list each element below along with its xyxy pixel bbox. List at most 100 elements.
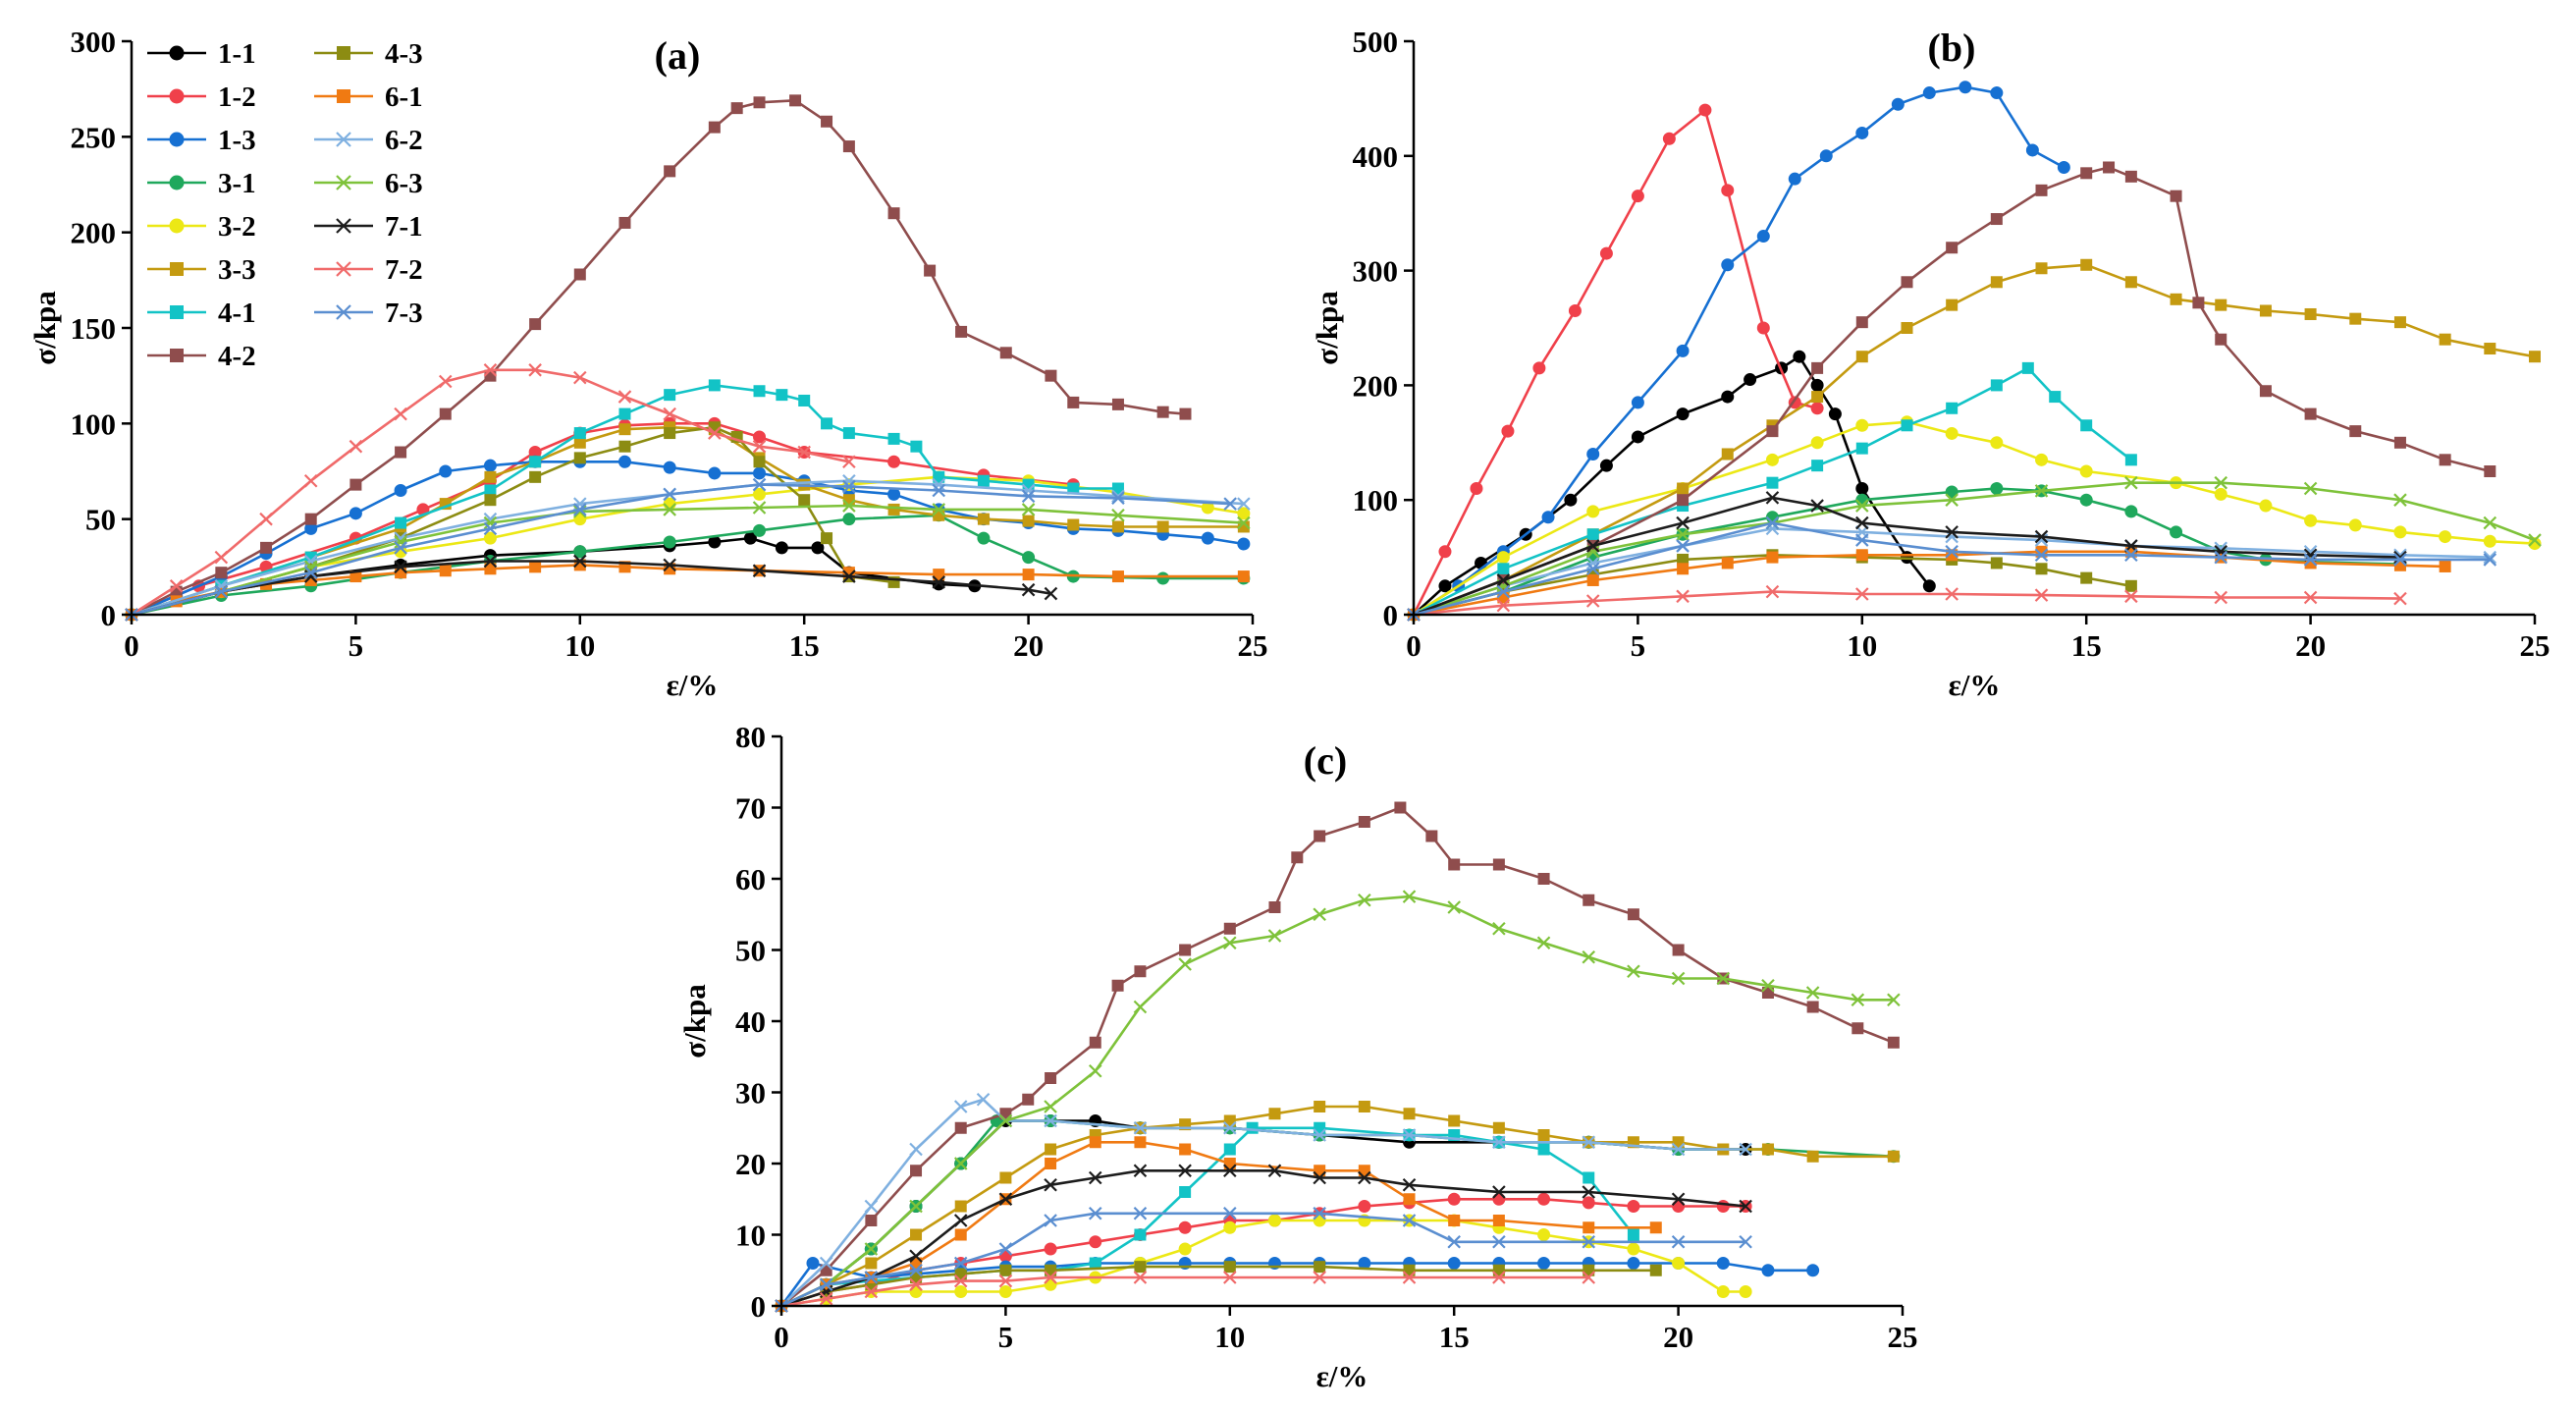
data-point-1-3 (753, 466, 767, 480)
data-point-6-1 (1179, 1143, 1192, 1156)
y-axis-title: σ/kpa (27, 291, 62, 365)
data-point-4-1 (798, 394, 811, 407)
data-point-1-1 (1744, 373, 1757, 387)
data-point-3-3 (933, 509, 945, 521)
data-point-4-1 (2124, 454, 2137, 466)
series-line-6-2 (780, 1098, 1746, 1307)
data-point-7-1 (1492, 1185, 1506, 1199)
data-point-4-2 (1537, 873, 1550, 885)
data-point-1-3 (1959, 81, 1972, 94)
data-point-6-1 (1677, 563, 1690, 575)
data-point-4-2 (1179, 407, 1192, 420)
data-point-4-2 (1045, 1072, 1057, 1084)
data-point-1-3 (349, 507, 362, 520)
data-point-7-2 (1585, 594, 1600, 608)
data-point-6-2 (1739, 1142, 1752, 1157)
legend-item-4-1: 4-1 (147, 298, 256, 329)
x-tick-label: 10 (1214, 1320, 1245, 1354)
y-tick-label: 200 (71, 216, 117, 250)
data-point-7-1 (1021, 582, 1036, 597)
legend-item-1-2: 1-2 (147, 81, 256, 113)
data-point-4-1 (1497, 563, 1510, 575)
data-point-6-1 (1721, 557, 1734, 569)
data-point-7-3 (214, 584, 229, 599)
data-point-6-3 (1447, 900, 1461, 914)
legend-item-1-3: 1-3 (147, 125, 256, 156)
data-point-4-2 (2304, 407, 2317, 420)
data-point-3-3 (1067, 518, 1080, 531)
data-point-6-2 (1237, 497, 1251, 511)
series-line-4-2 (780, 806, 1895, 1308)
legend-label: 3-1 (218, 168, 256, 199)
data-point-4-2 (2393, 436, 2406, 449)
x-tick-label: 10 (1847, 628, 1877, 663)
data-point-7-3 (1671, 1234, 1686, 1249)
data-point-6-3 (752, 501, 767, 515)
data-point-4-3 (1649, 1264, 1662, 1276)
data-point-4-1 (664, 389, 676, 402)
data-point-4-3 (664, 427, 676, 440)
legend: 1-1 1-2 1-3 3-1 3-2 3-3 4-1 4-2 4-3 6-1 6-2 6-3 7-1 7… (147, 38, 423, 372)
data-point-3-3 (865, 1257, 878, 1270)
data-point-4-2 (753, 96, 766, 109)
data-point-7-1 (394, 560, 407, 574)
data-point-7-1 (1267, 1164, 1282, 1178)
legend-item-4-2: 4-2 (147, 341, 256, 372)
data-point-7-3 (864, 1271, 879, 1284)
data-point-7-1 (1044, 1177, 1057, 1192)
data-point-7-1 (953, 1214, 968, 1227)
data-point-6-3 (864, 1242, 879, 1256)
y-tick-label: 10 (735, 1219, 766, 1253)
data-point-1-2 (1627, 1200, 1640, 1213)
data-point-1-3 (2025, 143, 2039, 157)
data-point-7-2 (214, 550, 229, 565)
data-point-7-2 (819, 1291, 833, 1306)
legend-label: 1-2 (218, 81, 256, 113)
data-point-1-1 (1564, 493, 1578, 507)
data-point-4-3 (2080, 571, 2093, 584)
data-point-3-2 (954, 1285, 968, 1298)
data-point-4-2 (1111, 398, 1124, 410)
data-point-6-1 (933, 569, 945, 581)
data-point-7-1 (998, 1192, 1013, 1207)
data-point-1-1 (775, 541, 788, 555)
legend-label: 4-1 (218, 298, 256, 329)
y-tick-label: 30 (735, 1076, 766, 1111)
data-point-7-3 (1111, 491, 1125, 506)
data-point-7-1 (1855, 515, 1869, 530)
data-point-3-3 (954, 1200, 967, 1213)
data-point-3-2 (2035, 453, 2049, 466)
data-point-7-2 (2034, 588, 2049, 602)
data-point-3-2 (1627, 1242, 1640, 1256)
data-point-4-2 (1811, 361, 1824, 374)
x-tick-label: 15 (2071, 628, 2102, 663)
data-point-7-1 (1044, 586, 1058, 601)
data-point-4-2 (1672, 944, 1685, 956)
data-point-4-2 (1394, 801, 1407, 814)
data-point-3-1 (1855, 493, 1869, 507)
data-point-6-2 (953, 1100, 968, 1113)
series-line-7-2 (1413, 590, 2401, 617)
data-point-1-2 (1582, 1196, 1595, 1210)
data-point-6-3 (1223, 936, 1237, 950)
data-point-6-2 (1021, 483, 1036, 498)
data-point-7-1 (573, 554, 587, 569)
legend-label: 3-3 (218, 254, 256, 286)
y-tick-label: 50 (85, 503, 116, 537)
y-tick-label: 80 (735, 720, 766, 754)
data-point-7-3 (752, 477, 767, 492)
legend-marker (170, 305, 184, 319)
data-point-3-2 (1716, 1285, 1730, 1298)
data-point-4-2 (1806, 1001, 1819, 1013)
data-point-7-2 (842, 455, 856, 469)
data-point-3-3 (1677, 482, 1690, 495)
data-point-6-2 (932, 477, 946, 492)
data-point-7-2 (1133, 1271, 1148, 1284)
data-point-3-3 (1887, 1150, 1900, 1163)
y-axis-title: σ/kpa (677, 984, 712, 1058)
data-point-7-1 (1133, 1164, 1148, 1178)
data-point-3-2 (1739, 1285, 1752, 1298)
data-point-7-1 (1585, 539, 1600, 553)
data-point-1-3 (1631, 396, 1644, 409)
data-point-7-3 (1582, 1234, 1596, 1249)
